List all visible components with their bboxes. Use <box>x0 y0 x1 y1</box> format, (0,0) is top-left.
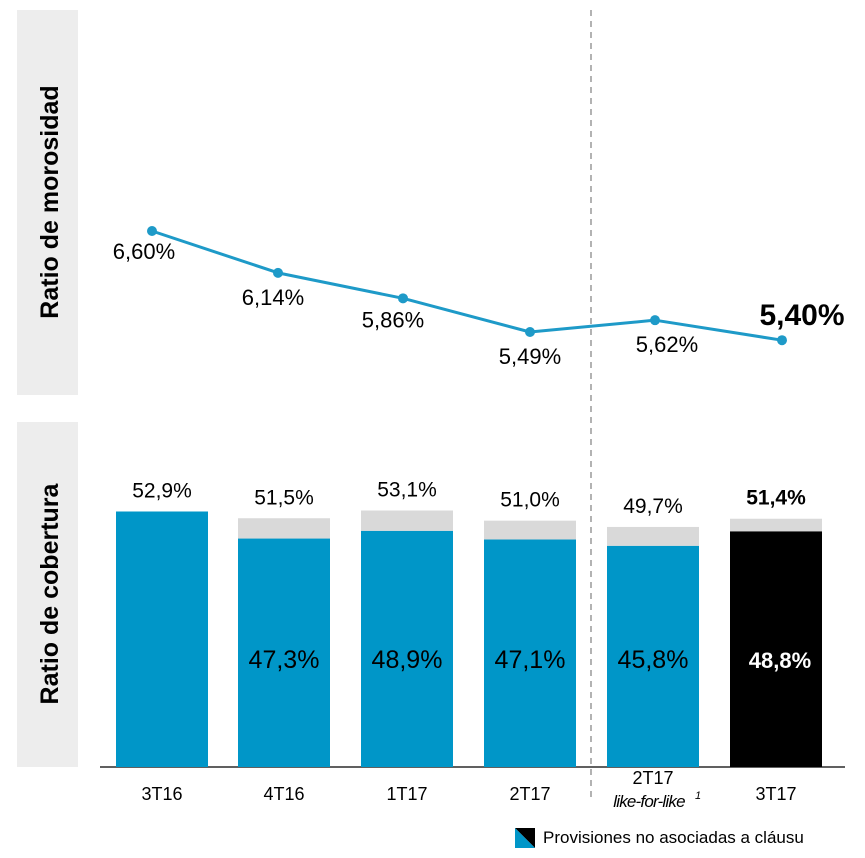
morosidad-point <box>777 335 787 346</box>
cobertura-bar-chart: 52,9% 47,3% 51,5% 48,9% 53,1% 47,1% 51,0% 45,8%… <box>116 479 822 767</box>
morosidad-axis-label: Ratio de morosidad <box>36 85 64 318</box>
cobertura-bar-main <box>116 511 208 767</box>
morosidad-data-label: 5,49% <box>499 344 561 369</box>
cobertura-label-panel <box>17 422 78 767</box>
morosidad-line-chart: 6,60% 6,14% 5,86% 5,49% 5,62% 5,40% <box>113 226 845 369</box>
morosidad-point <box>525 327 535 338</box>
morosidad-point <box>398 293 408 304</box>
cobertura-bar-extra <box>484 520 576 540</box>
cobertura-inner-label: 45,8% <box>618 646 689 674</box>
cobertura-bar-extra <box>361 510 453 531</box>
morosidad-data-label: 5,62% <box>636 332 698 357</box>
morosidad-data-label: 5,40% <box>759 299 844 332</box>
cobertura-total-label: 51,4% <box>746 487 806 510</box>
x-tick-label: 3T16 <box>141 784 182 804</box>
cobertura-inner-label: 47,3% <box>249 646 320 674</box>
x-tick-label: 1T17 <box>386 784 427 804</box>
cobertura-bar-main <box>484 539 576 767</box>
x-tick-sublabel: like-for-like <box>613 792 685 811</box>
cobertura-total-label: 53,1% <box>377 479 437 502</box>
cobertura-inner-label: 47,1% <box>495 646 566 674</box>
cobertura-inner-label: 48,9% <box>372 646 443 674</box>
morosidad-series-line <box>151 229 783 342</box>
legend: Provisiones no asociadas a cláusu <box>515 828 804 848</box>
morosidad-point <box>650 315 660 326</box>
cobertura-inner-label: 48,8% <box>749 648 811 673</box>
morosidad-label-panel <box>17 10 78 395</box>
cobertura-total-label: 51,5% <box>254 486 314 509</box>
x-tick-superscript: 1 <box>695 790 701 802</box>
cobertura-bar-main <box>607 545 699 767</box>
cobertura-bar-main <box>361 530 453 767</box>
cobertura-total-label: 51,0% <box>500 489 560 512</box>
morosidad-data-label: 5,86% <box>362 307 424 332</box>
cobertura-bar-main <box>238 538 330 767</box>
x-tick-label: 3T17 <box>755 784 796 804</box>
x-tick-label: 2T17 <box>509 784 550 804</box>
x-tick-label: 4T16 <box>263 784 304 804</box>
cobertura-total-label: 52,9% <box>132 479 192 502</box>
diagonal-split-swatch-icon <box>515 828 535 848</box>
cobertura-bar-main <box>730 531 822 767</box>
morosidad-point <box>273 267 283 278</box>
legend-label: Provisiones no asociadas a cláusu <box>543 828 804 847</box>
morosidad-data-label: 6,60% <box>113 239 175 264</box>
morosidad-point <box>147 226 157 236</box>
cobertura-axis-label: Ratio de cobertura <box>36 482 64 704</box>
morosidad-data-label: 6,14% <box>242 285 304 310</box>
cobertura-bar-extra <box>730 518 822 532</box>
x-tick-label: 2T17 <box>632 768 673 788</box>
cobertura-bar-extra <box>607 526 699 546</box>
cobertura-total-label: 49,7% <box>623 495 683 518</box>
x-axis: 3T16 4T16 1T17 2T17 2T17 like-for-like 1 3T17 <box>141 768 796 811</box>
cobertura-bar-extra <box>238 518 330 539</box>
